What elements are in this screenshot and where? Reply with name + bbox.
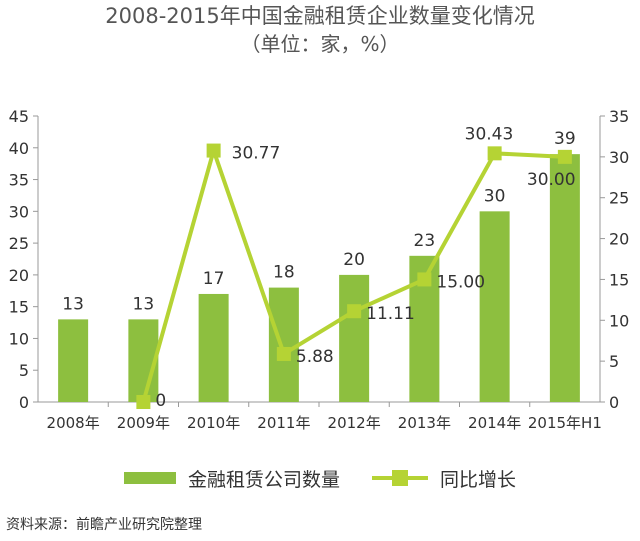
bar [479, 211, 510, 402]
y-right-tick-label: 35 [609, 107, 629, 126]
growth-marker [557, 149, 572, 164]
bar-data-label: 30 [484, 186, 506, 206]
y-right-tick-label: 25 [609, 189, 629, 208]
x-tick-label: 2012年 [328, 414, 381, 432]
bar [198, 293, 229, 402]
bar-data-label: 20 [343, 250, 365, 270]
legend-item-line: 同比增长 [372, 466, 517, 491]
x-tick-label: 2010年 [187, 414, 240, 432]
legend-line-label: 同比增长 [440, 468, 517, 491]
legend-item-bar: 金融租赁公司数量 [124, 466, 341, 491]
growth-marker [276, 346, 291, 361]
line-data-label: 30.43 [465, 124, 514, 144]
x-tick-label: 2011年 [257, 414, 310, 432]
y-left-tick-label: 20 [9, 266, 29, 285]
y-right-tick-label: 10 [609, 311, 629, 330]
y-left-tick-label: 30 [9, 202, 29, 221]
bar-data-label: 17 [203, 269, 225, 289]
y-right-tick-label: 5 [609, 352, 619, 371]
legend-line-swatch [372, 468, 428, 488]
line-data-label: 30.77 [232, 144, 281, 164]
line-data-label: 30.00 [527, 170, 576, 190]
growth-marker [206, 143, 221, 158]
y-left-tick-label: 35 [9, 171, 29, 190]
bar [58, 319, 89, 402]
x-tick-label: 2013年 [398, 414, 451, 432]
y-left-tick-label: 15 [9, 298, 29, 317]
chart-title: 2008-2015年中国金融租赁企业数量变化情况 [105, 4, 535, 28]
legend-bar-swatch [124, 472, 176, 484]
bar-data-label: 13 [133, 294, 155, 314]
y-right-tick-label: 30 [609, 148, 629, 167]
growth-marker [417, 272, 432, 287]
line-data-label: 11.11 [366, 304, 415, 324]
y-left-tick-label: 45 [9, 107, 29, 126]
line-data-label: 15.00 [436, 272, 485, 292]
bar [549, 154, 580, 402]
bar-data-label: 39 [554, 129, 576, 149]
bar [268, 287, 299, 402]
x-tick-label: 2015年H1 [528, 414, 602, 432]
growth-marker [136, 395, 151, 409]
growth-marker [347, 304, 362, 319]
x-tick-label: 2014年 [468, 414, 521, 432]
bar-data-label: 18 [273, 263, 295, 283]
x-tick-label: 2009年 [117, 414, 170, 432]
growth-marker [487, 146, 502, 161]
y-left-tick-label: 0 [19, 393, 29, 412]
bar-data-label: 13 [62, 294, 84, 314]
source-note: 资料来源：前瞻产业研究院整理 [6, 517, 202, 533]
y-left-tick-label: 10 [9, 329, 29, 348]
y-left-tick-label: 25 [9, 234, 29, 253]
y-right-tick-label: 15 [609, 270, 629, 289]
bar-data-label: 23 [414, 231, 436, 251]
legend-bar-label: 金融租赁公司数量 [188, 468, 341, 491]
chart-subtitle: （单位：家，%） [240, 32, 400, 56]
x-tick-label: 2008年 [47, 414, 100, 432]
y-left-tick-label: 40 [9, 139, 29, 158]
line-data-label: 0 [155, 391, 166, 411]
y-right-tick-label: 20 [609, 230, 629, 249]
bar [339, 274, 370, 402]
y-left-tick-label: 5 [19, 361, 29, 380]
y-right-tick-label: 0 [609, 393, 619, 412]
line-data-label: 5.88 [296, 347, 334, 367]
